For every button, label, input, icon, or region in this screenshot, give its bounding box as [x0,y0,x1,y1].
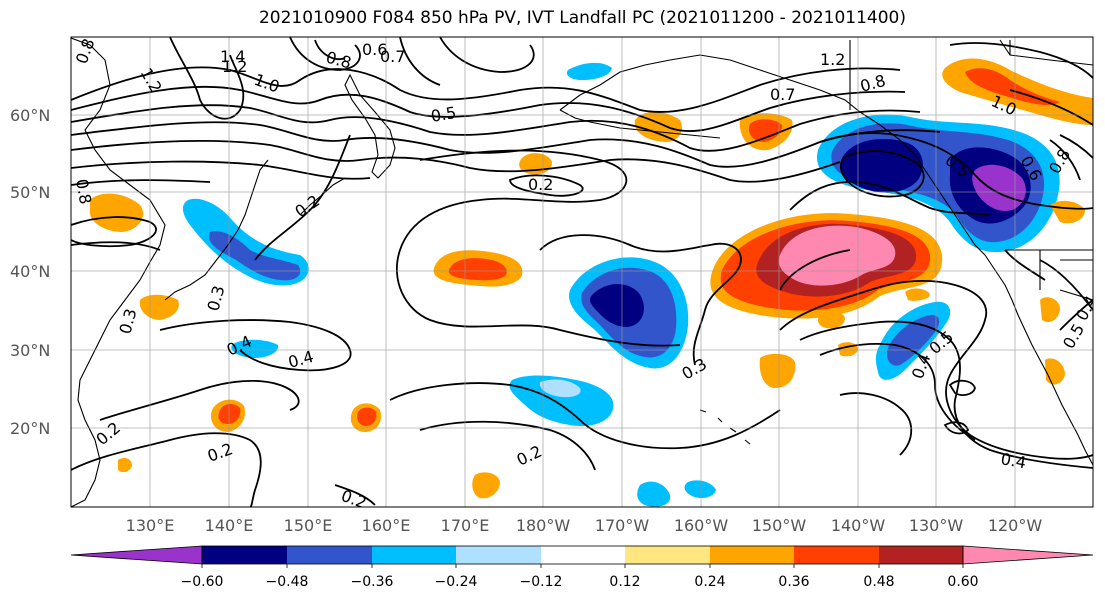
colorbar-tick-label: −0.12 [520,574,563,590]
coast-kuril [299,177,346,216]
colorbar-tick-label: 0.24 [694,574,725,590]
map-area: 1.4 1.2 1.0 0.8 0.6 0.7 1.2 0.8 0.7 1.0 … [71,37,1093,513]
colorbar-segment [202,546,287,564]
latitude-labels: 60°N 50°N 40°N 30°N 20°N [10,106,50,438]
colorbar-tick-label: −0.24 [435,574,478,590]
lon-label: 160°W [674,516,729,535]
contour-label: 0.4 [999,449,1027,472]
coast-alaska [559,54,986,256]
colorbar-extend-low [70,545,203,565]
lon-label: 130°W [909,516,964,535]
contour-label: 0.2 [339,486,369,513]
contour-label: 1.2 [820,50,845,69]
contour-label: 0.2 [528,175,553,194]
colorbar-extend-high [962,545,1094,565]
gridlines [71,37,1093,507]
lat-label-40n: 40°N [10,262,50,281]
border-canada-us [1005,249,1093,290]
colorbar-segment [794,546,879,564]
colorbar-segment [625,546,710,564]
longitude-labels: 130°E 140°E 150°E 160°E 170°E 180°W 170°… [126,516,1043,535]
colorbar-tick-label: −0.36 [351,574,394,590]
coast-na-west [984,254,1093,466]
coast-aleutians [559,109,721,139]
lat-label-30n: 30°N [10,341,50,360]
colorbar-segment [456,546,541,564]
colorbar-tick-label: −0.60 [181,574,224,590]
map-frame [70,36,1094,508]
contour-label: 0.7 [770,85,795,104]
contour-label: 1.2 [222,57,247,76]
colorbar-segment [541,546,625,564]
lat-label-60n: 60°N [10,106,50,125]
lon-label: 130°E [126,516,175,535]
coast-japan [164,159,269,301]
lon-label: 140°W [831,516,886,535]
lon-label: 180°W [516,516,571,535]
colorbar: −0.60 −0.48 −0.36 −0.24 −0.12 0.12 0.24 … [70,545,1094,590]
lat-label-20n: 20°N [10,419,50,438]
colorbar-segment [372,546,456,564]
contour-label: 0.7 [380,47,405,66]
contour-label: 1.4 [220,47,245,66]
contour-label: 0.8 [72,177,95,205]
colorbar-segment [879,546,963,564]
lon-label: 160°E [362,516,411,535]
contour-label: 0.5 [429,103,457,126]
colorbar-tick-label: 0.12 [609,574,640,590]
colorbar-segment [287,546,372,564]
colorbar-tick-label: 0.60 [947,574,978,590]
lon-label: 140°E [205,516,254,535]
coast-hawaii [699,409,751,445]
lon-label: 170°E [441,516,490,535]
colorbar-tick-label: −0.48 [266,574,309,590]
ivt-contours [71,37,1093,507]
map-title: 2021010900 F084 850 hPa PV, IVT Landfall… [258,8,906,28]
pv-shading [89,58,1093,507]
lon-label: 120°W [988,516,1043,535]
colorbar-tick-label: 0.48 [863,574,894,590]
lon-label: 150°W [752,516,807,535]
colorbar-segment [710,546,794,564]
contour-label: 0.6 [362,40,387,59]
lat-label-50n: 50°N [10,183,50,202]
lon-label: 150°E [284,516,333,535]
lon-label: 170°W [595,516,650,535]
colorbar-tick-label: 0.36 [778,574,809,590]
